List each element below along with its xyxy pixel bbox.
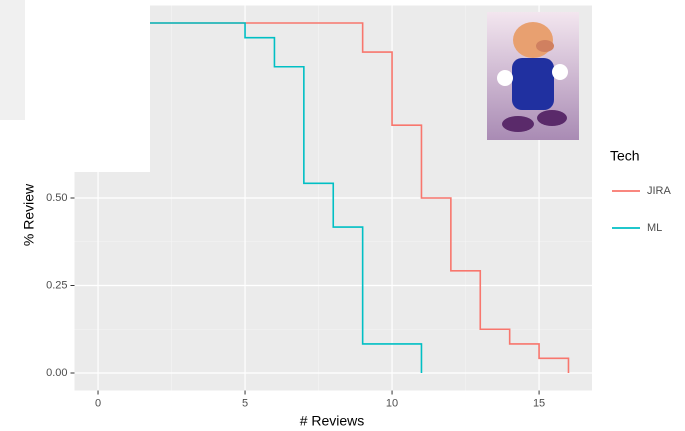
x-axis-title: # Reviews: [300, 413, 365, 429]
y-axis-title: % Review: [21, 183, 37, 246]
x-tick-label: 15: [533, 397, 545, 409]
step-line: [98, 22, 570, 373]
step-line: [98, 22, 423, 373]
y-tick-label: 0.00: [46, 367, 67, 379]
x-tick-label: 10: [386, 397, 398, 409]
legend-title: Tech: [610, 148, 640, 164]
y-tick-label: 0.50: [46, 192, 67, 204]
x-tick-label: 0: [95, 397, 101, 409]
pig-image: [487, 12, 579, 140]
legend-label: JIRA: [647, 185, 672, 197]
legend-label: ML: [647, 222, 662, 234]
y-tick-label: 0.25: [46, 279, 67, 291]
overlay-strip: [0, 0, 25, 120]
series-lines: [98, 22, 570, 373]
x-tick-label: 5: [242, 397, 248, 409]
